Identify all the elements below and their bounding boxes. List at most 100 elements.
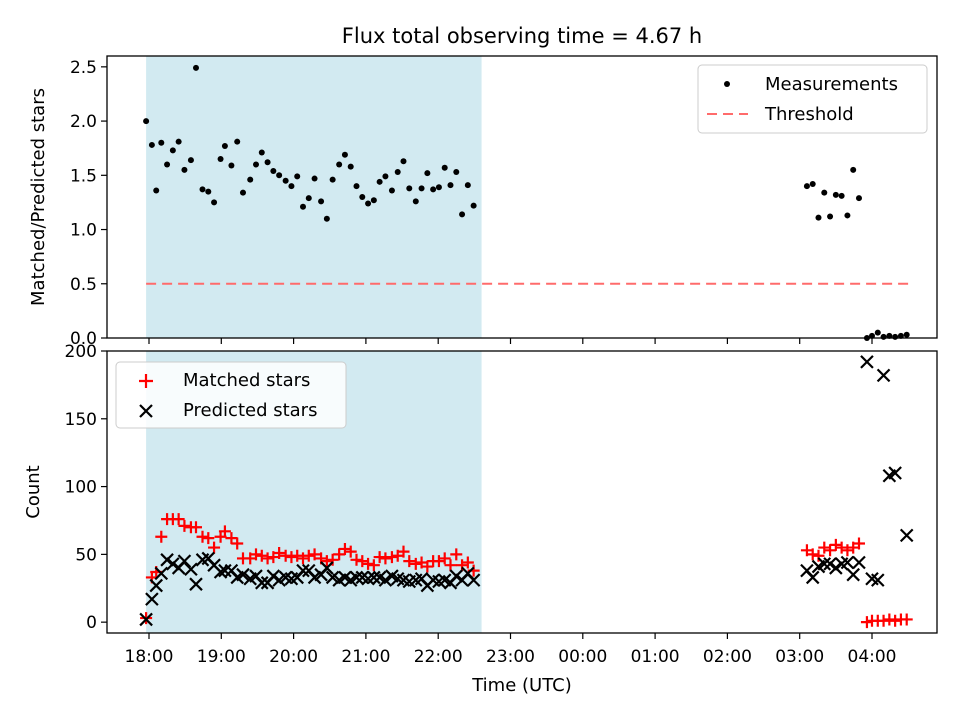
measurement-point — [370, 197, 377, 204]
predicted-stars-point — [805, 570, 820, 585]
matched-stars-point — [367, 559, 380, 572]
matched-stars-point — [320, 555, 333, 568]
matched-stars-point — [296, 552, 309, 565]
predicted-stars-point — [177, 554, 192, 568]
measurement-point — [815, 214, 822, 221]
predicted-stars-point — [160, 553, 174, 567]
measurement-point — [234, 138, 241, 145]
bottom-legend: Matched stars Predicted stars — [115, 361, 347, 429]
x-tick-label: 22:00 — [414, 647, 463, 667]
bottom-panel-frame — [106, 350, 938, 634]
bottom-plot-area — [139, 355, 914, 629]
matched-stars-point — [889, 614, 902, 627]
matched-stars-point — [344, 545, 357, 558]
predicted-stars-point — [840, 555, 855, 570]
matched-stars-point — [273, 547, 286, 560]
measurement-point — [153, 187, 160, 194]
matched-stars-point — [326, 553, 339, 566]
predicted-stars-point — [876, 368, 891, 383]
matched-stars-point — [308, 548, 321, 561]
matched-stars-point — [231, 537, 244, 550]
matched-stars-point — [806, 548, 819, 561]
measurement-point — [205, 188, 212, 195]
measurement-point — [827, 213, 834, 220]
legend-measurements-marker — [724, 81, 730, 87]
x-tick-label: 21:00 — [341, 647, 390, 667]
matched-stars-point — [285, 551, 298, 564]
x-tick-label: 01:00 — [631, 647, 680, 667]
predicted-stars-point — [145, 592, 159, 606]
top-plot-area — [143, 64, 910, 341]
measurement-point — [376, 178, 383, 185]
measurement-point — [347, 163, 354, 170]
matched-stars-point — [225, 532, 238, 545]
measurement-point — [299, 203, 306, 210]
top-x-axis — [148, 338, 873, 344]
predicted-stars-point — [166, 557, 180, 571]
y-tick-label: 50 — [75, 545, 97, 565]
bottom-legend-box — [115, 361, 347, 429]
top-y-axis: 0.0 0.5 1.0 1.5 2.0 2.5 — [70, 58, 107, 349]
y-tick-label: 2.5 — [70, 58, 97, 78]
measurement-point — [869, 332, 875, 339]
predicted-stars-point — [817, 557, 832, 571]
matched-stars-point — [450, 548, 463, 561]
measurement-point — [874, 329, 881, 336]
measurement-point — [181, 166, 188, 173]
predicted-stars-point — [367, 570, 381, 585]
measurement-point — [217, 156, 224, 163]
measurement-point — [892, 333, 899, 340]
measurement-point — [247, 176, 254, 183]
predicted-stars-point — [236, 567, 250, 582]
matched-stars-point — [362, 557, 375, 570]
x-axis: 18:00 19:00 20:00 21:00 22:00 23:00 00:00 01:00… — [125, 633, 897, 667]
measurement-point — [447, 182, 454, 189]
measurement-point — [164, 161, 171, 168]
measurement-point — [336, 161, 343, 168]
measurement-point — [276, 172, 283, 179]
predicted-stars-point — [888, 466, 902, 480]
predicted-stars-point — [829, 561, 843, 575]
matched-stars-point — [812, 549, 825, 562]
matched-stars-point — [178, 519, 191, 532]
matched-stars-point — [291, 549, 304, 562]
measurement-point — [424, 170, 431, 177]
matched-stars-point — [444, 559, 457, 572]
matched-stars-point — [818, 541, 831, 554]
measurement-point — [838, 192, 845, 199]
top-panel-frame — [106, 55, 938, 339]
predicted-stars-point — [266, 569, 281, 583]
matched-stars-point — [356, 555, 369, 568]
predicted-stars-point — [846, 567, 860, 582]
measurement-point — [258, 149, 265, 156]
matched-stars-point — [255, 549, 268, 562]
predicted-stars-point — [139, 612, 153, 627]
measurement-point — [886, 332, 893, 339]
matched-stars-point — [155, 530, 168, 543]
predicted-stars-point — [449, 569, 464, 583]
measurement-point — [435, 184, 442, 191]
measurement-point — [464, 182, 471, 189]
measurement-point — [430, 186, 437, 193]
measurement-point — [418, 185, 425, 192]
matched-stars-point — [461, 556, 474, 569]
matched-stars-point — [438, 552, 451, 565]
measurement-point — [199, 186, 206, 193]
measurement-point — [394, 169, 401, 176]
x-tick-label: 23:00 — [486, 647, 535, 667]
matched-stars-point — [432, 555, 445, 568]
y-tick-label: 2.0 — [70, 112, 97, 132]
measurement-point — [323, 215, 330, 222]
measurement-point — [359, 194, 366, 200]
top-legend-box — [697, 64, 928, 134]
predicted-stars-point — [320, 561, 334, 575]
measurement-point — [803, 183, 810, 190]
measurement-point — [850, 166, 857, 173]
measurement-point — [809, 180, 816, 187]
predicted-stars-point — [466, 573, 481, 587]
x-tick-label: 02:00 — [703, 647, 752, 667]
top-y-axis-label: Matched/Predicted stars — [28, 88, 49, 306]
predicted-stars-point — [189, 577, 203, 591]
predicted-stars-point — [871, 573, 885, 587]
